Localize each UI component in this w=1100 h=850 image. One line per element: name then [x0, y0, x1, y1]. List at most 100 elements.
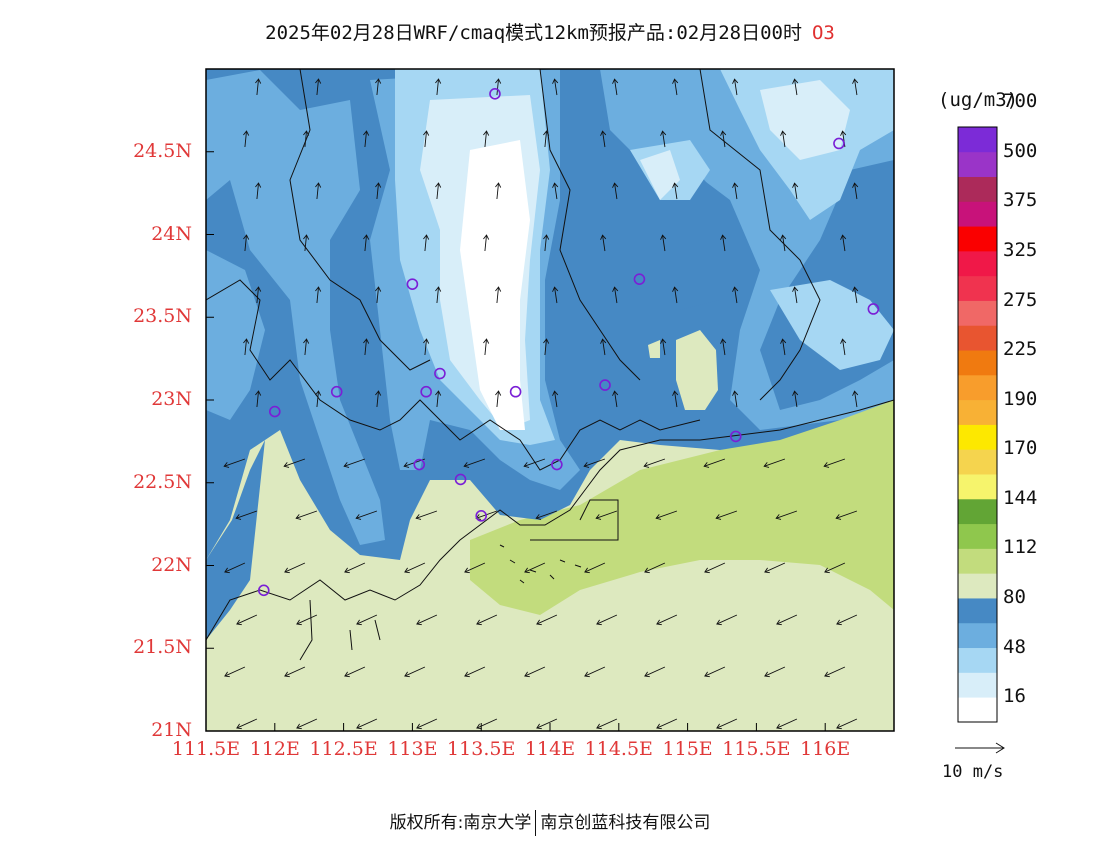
colorbar-unit: (ug/m3) — [938, 89, 1019, 111]
colorbar-label: 375 — [1003, 189, 1038, 212]
wind-vector — [375, 182, 382, 200]
footer-right: 南京创蓝科技有限公司 — [540, 813, 711, 833]
field-32-48-b — [206, 250, 265, 420]
wind-vector — [720, 234, 727, 252]
colorbar-label: 170 — [1003, 437, 1038, 460]
field-0-16-c — [640, 150, 680, 200]
wind-vector — [303, 130, 310, 148]
wind-vector — [775, 510, 798, 520]
wind-vector — [483, 338, 490, 356]
station-marker — [454, 473, 467, 486]
wind-vector — [495, 182, 502, 200]
colorbar-label: 700 — [1003, 90, 1038, 113]
wind-vector — [596, 614, 618, 626]
colorbar-swatch — [958, 672, 997, 698]
wind-vector — [720, 338, 727, 356]
wind-vector — [584, 666, 606, 678]
wind-vector — [644, 666, 666, 678]
wind-reference-label: 10 m/s — [942, 762, 1004, 782]
station-marker — [475, 510, 488, 522]
wind-vector — [720, 130, 727, 148]
wind-vector — [303, 338, 310, 356]
station-marker — [867, 303, 880, 315]
wind-vector — [363, 130, 370, 148]
colorbar-swatch — [958, 622, 997, 649]
colorbar-swatch — [958, 127, 997, 153]
wind-vector — [732, 390, 739, 408]
lon-label: 113E — [387, 738, 438, 760]
wind-vector — [612, 78, 619, 96]
wind-vector — [780, 338, 787, 356]
wind-vector — [375, 390, 382, 408]
wind-vector — [476, 718, 498, 730]
wind-vector — [792, 78, 799, 96]
wind-vector — [672, 390, 679, 408]
wind-vector — [284, 562, 306, 574]
axis-ticks — [205, 151, 826, 732]
wind-vector — [703, 458, 726, 468]
wind-vector — [612, 182, 619, 200]
lat-label: 21N — [151, 719, 192, 741]
wind-vector — [255, 78, 262, 96]
colorbar-swatch — [958, 573, 997, 599]
wind-vector — [835, 510, 858, 520]
colorbar-swatch — [958, 449, 997, 475]
wind-vector — [236, 718, 258, 730]
wind-vector — [732, 286, 739, 304]
wind-vector — [423, 234, 430, 252]
colorbar-swatch — [958, 399, 997, 425]
lat-label: 22N — [151, 553, 192, 576]
wind-vector — [404, 666, 426, 678]
wind-vector — [423, 338, 430, 356]
wind-vector — [435, 182, 442, 200]
wind-vectors — [223, 78, 859, 730]
wind-vector — [344, 666, 366, 678]
wind-vector — [524, 562, 546, 574]
wind-vector — [612, 286, 619, 304]
station-marker — [509, 385, 522, 398]
wind-vector — [660, 130, 667, 148]
colorbar-label: 325 — [1003, 238, 1038, 261]
wind-vector — [656, 614, 678, 626]
station-marker — [729, 430, 742, 443]
wind-vector — [836, 614, 858, 626]
colorbar-label: 500 — [1003, 139, 1038, 162]
colorbar-swatch — [958, 523, 997, 549]
wind-vector — [672, 182, 679, 200]
wind-vector — [464, 666, 486, 678]
field-white-core — [460, 140, 530, 430]
colorbar-swatch — [958, 697, 997, 723]
wind-vector — [836, 718, 858, 730]
wind-vector — [315, 78, 322, 96]
wind-vector — [776, 614, 798, 626]
lon-label: 112.5E — [309, 738, 378, 760]
colorbar-label: 48 — [1003, 635, 1026, 658]
wind-vector — [495, 286, 502, 304]
wind-vector — [552, 286, 559, 304]
station-markers — [257, 88, 880, 597]
station-marker — [434, 367, 446, 380]
station-marker — [268, 405, 281, 418]
colorbar-label: 80 — [1003, 586, 1026, 609]
wind-vector — [404, 562, 426, 574]
lat-label: 23N — [151, 388, 192, 410]
wind-vector — [416, 614, 438, 626]
wind-vector — [792, 182, 799, 200]
station-marker — [406, 278, 419, 290]
field-112-144 — [470, 400, 894, 615]
station-marker — [551, 458, 563, 471]
colorbar-label: 16 — [1003, 685, 1026, 708]
wind-vector — [224, 666, 246, 678]
wind-vector — [536, 614, 558, 626]
field-pocket-2 — [648, 340, 660, 358]
wind-vector — [672, 286, 679, 304]
wind-vector — [764, 562, 786, 574]
lon-label: 113.5E — [447, 738, 516, 760]
wind-vector — [295, 510, 318, 520]
wind-vector — [343, 458, 366, 468]
wind-vector — [763, 458, 786, 468]
lon-label: 115E — [662, 738, 713, 760]
lon-label: 115.5E — [722, 738, 791, 760]
wind-vector — [255, 390, 262, 408]
station-marker — [599, 379, 611, 391]
